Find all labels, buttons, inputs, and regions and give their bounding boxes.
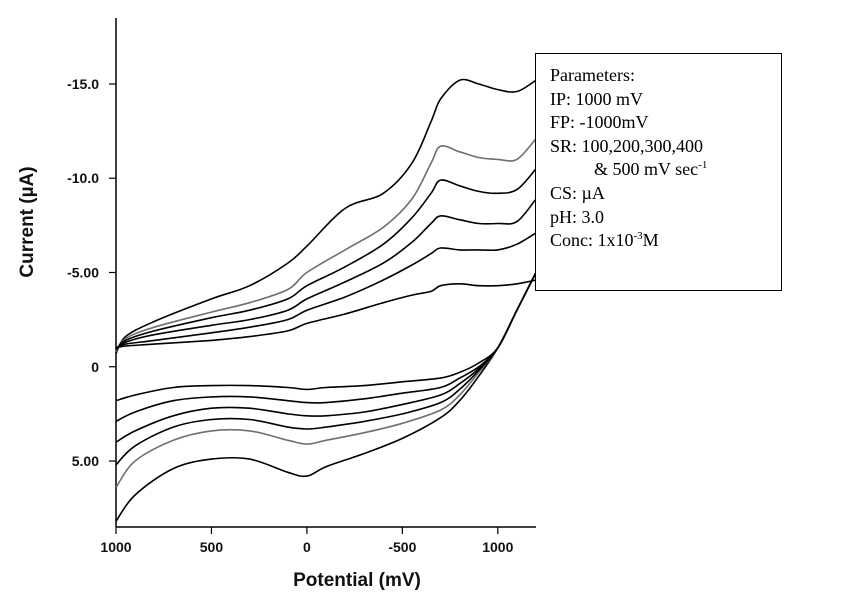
series-6-cathodic-line (115, 272, 537, 402)
legend-conc-unit: M (642, 230, 659, 251)
series-2-cathodic-line (115, 272, 537, 488)
y-tick-label: 5.00 (72, 453, 99, 469)
series-2-anodic-line (115, 138, 537, 353)
series-1-anodic-line (115, 78, 537, 354)
series-6-anodic-line (115, 279, 537, 349)
legend-line-ip: IP: 1000 mV (550, 88, 644, 109)
voltammogram-curves (115, 78, 537, 522)
legend-line-sr-units: & 500 mV sec-1 (550, 158, 781, 182)
parameters-box: Parameters: IP: 1000 mV FP: -1000mV SR: … (535, 53, 782, 291)
legend-conc-text: Conc: 1x10 (550, 230, 634, 251)
legend-line-parameters: Parameters: (550, 65, 635, 85)
y-tick-label: 0 (91, 359, 99, 375)
series-5-cathodic-line (115, 272, 537, 423)
x-tick-label: 0 (303, 539, 311, 555)
legend-conc-exp: -3 (633, 230, 643, 243)
x-tick-label: 1000 (100, 539, 131, 555)
x-tick-label: 500 (200, 539, 224, 555)
y-axis-title: Current (µA) (17, 166, 38, 277)
y-tick-label: -5.00 (67, 265, 99, 281)
x-axis-title: Potential (mV) (293, 570, 421, 591)
y-tick-label: -10.0 (67, 170, 99, 186)
x-tick-label: -500 (388, 539, 416, 555)
legend-line-sr: SR: 100,200,300,400 (550, 135, 704, 156)
x-tick-label: 1000 (482, 539, 513, 555)
axis-ticks: 1000 500 0 -500 1000 -15.0 -10.0 -5.00 0 5.00 (67, 76, 514, 555)
series-1-cathodic-line (115, 272, 537, 522)
series-3-anodic-line (115, 168, 537, 351)
y-tick-label: -15.0 (67, 76, 99, 92)
series-3-cathodic-line (115, 272, 537, 466)
legend-sr-units-exp: -1 (698, 159, 708, 172)
series-4-cathodic-line (115, 272, 537, 443)
series-5-anodic-line (115, 232, 537, 349)
series-4-anodic-line (115, 198, 537, 351)
legend-line-conc: Conc: 1x10-3M (550, 229, 781, 253)
legend-line-ph: pH: 3.0 (550, 206, 604, 227)
legend-sr-units-text: & 500 mV sec (594, 159, 699, 180)
legend-line-cs: CS: µA (550, 182, 605, 203)
legend-line-fp: FP: -1000mV (550, 112, 649, 133)
axes (115, 18, 536, 528)
